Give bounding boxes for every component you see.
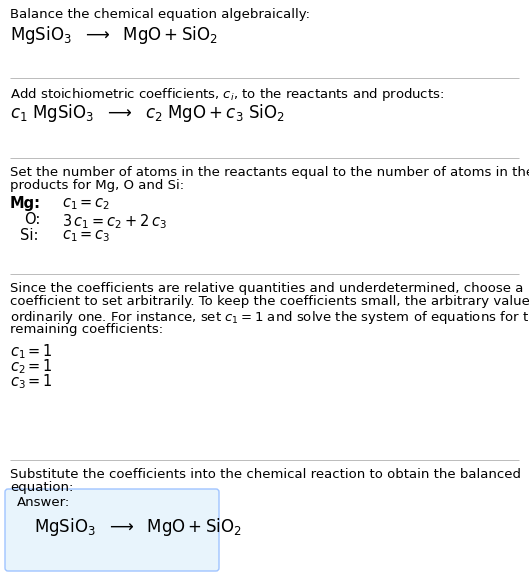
Text: Balance the chemical equation algebraically:: Balance the chemical equation algebraica… bbox=[10, 8, 310, 21]
Text: Set the number of atoms in the reactants equal to the number of atoms in the: Set the number of atoms in the reactants… bbox=[10, 166, 529, 179]
Text: $c_1 = c_3$: $c_1 = c_3$ bbox=[62, 228, 111, 244]
Text: $c_1 = c_2$: $c_1 = c_2$ bbox=[62, 196, 111, 212]
Text: ordinarily one. For instance, set $c_1 = 1$ and solve the system of equations fo: ordinarily one. For instance, set $c_1 =… bbox=[10, 309, 529, 326]
Text: $3\,c_1 = c_2 + 2\,c_3$: $3\,c_1 = c_2 + 2\,c_3$ bbox=[62, 212, 167, 231]
Text: $\mathrm{MgSiO_3}$  $\longrightarrow$  $\mathrm{MgO + SiO_2}$: $\mathrm{MgSiO_3}$ $\longrightarrow$ $\m… bbox=[10, 24, 218, 46]
Text: remaining coefficients:: remaining coefficients: bbox=[10, 322, 163, 336]
Text: Answer:: Answer: bbox=[17, 496, 70, 509]
FancyBboxPatch shape bbox=[5, 489, 219, 571]
Text: Si:: Si: bbox=[20, 228, 39, 243]
Text: equation:: equation: bbox=[10, 481, 74, 494]
Text: O:: O: bbox=[24, 212, 40, 227]
Text: $\mathrm{MgSiO_3}$  $\longrightarrow$  $\mathrm{MgO + SiO_2}$: $\mathrm{MgSiO_3}$ $\longrightarrow$ $\m… bbox=[34, 516, 242, 538]
Text: $c_1 = 1$: $c_1 = 1$ bbox=[10, 342, 53, 360]
Text: $c_2 = 1$: $c_2 = 1$ bbox=[10, 357, 53, 376]
Text: $c_1\ \mathrm{MgSiO_3}$  $\longrightarrow$  $c_2\ \mathrm{MgO} + c_3\ \mathrm{Si: $c_1\ \mathrm{MgSiO_3}$ $\longrightarrow… bbox=[10, 102, 285, 124]
Text: Substitute the coefficients into the chemical reaction to obtain the balanced: Substitute the coefficients into the che… bbox=[10, 468, 521, 481]
Text: products for Mg, O and Si:: products for Mg, O and Si: bbox=[10, 179, 184, 192]
Text: coefficient to set arbitrarily. To keep the coefficients small, the arbitrary va: coefficient to set arbitrarily. To keep … bbox=[10, 295, 529, 309]
Text: Since the coefficients are relative quantities and underdetermined, choose a: Since the coefficients are relative quan… bbox=[10, 282, 523, 295]
Text: Add stoichiometric coefficients, $c_i$, to the reactants and products:: Add stoichiometric coefficients, $c_i$, … bbox=[10, 86, 444, 103]
Text: Mg:: Mg: bbox=[10, 196, 41, 211]
Text: $c_3 = 1$: $c_3 = 1$ bbox=[10, 372, 53, 391]
